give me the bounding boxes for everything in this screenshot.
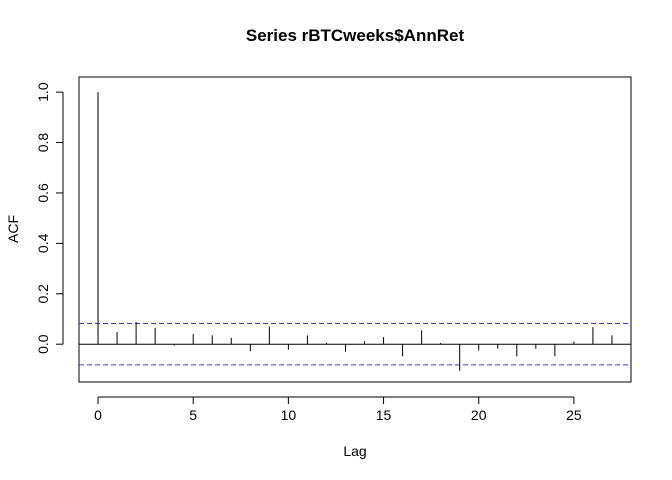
y-axis-label: ACF: [5, 215, 21, 243]
y-tick-label-4: 0.8: [35, 133, 51, 153]
y-tick-label-3: 0.6: [35, 183, 51, 203]
x-tick-label-0: 0: [94, 407, 102, 423]
y-tick-label-1: 0.2: [35, 284, 51, 304]
x-axis-label: Lag: [343, 443, 366, 459]
y-tick-label-0: 0.0: [35, 334, 51, 354]
acf-bars: [97, 92, 613, 371]
y-tick-label-5: 1.0: [35, 82, 51, 102]
x-tick-label-5: 5: [189, 407, 197, 423]
plot-frame: [78, 76, 632, 383]
chart-title: Series rBTCweeks$AnnRet: [246, 26, 465, 45]
confidence-band: [79, 323, 631, 366]
y-axis: 0.0 0.2 0.4 0.6 0.8 1.0: [35, 82, 64, 354]
x-tick-label-10: 10: [281, 407, 297, 423]
x-tick-label-20: 20: [471, 407, 487, 423]
x-tick-label-25: 25: [566, 407, 582, 423]
y-tick-label-2: 0.4: [35, 233, 51, 253]
x-tick-label-15: 15: [376, 407, 392, 423]
x-axis: 0 5 10 15 20 25: [94, 396, 582, 423]
